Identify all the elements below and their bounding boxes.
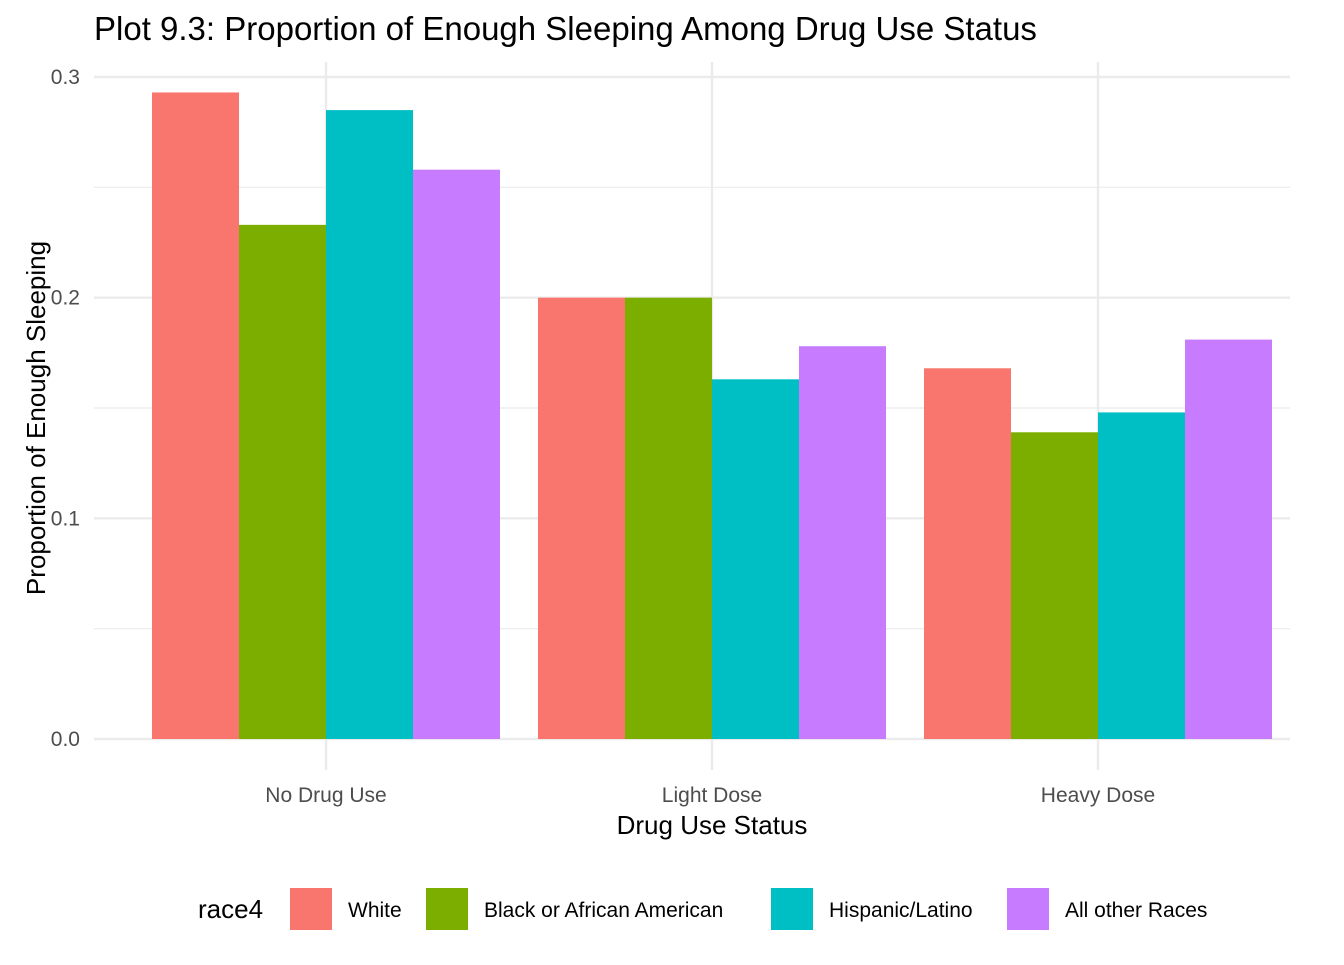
bar [799,346,886,739]
y-tick-label: 0.0 [51,728,80,751]
legend-label: White [348,899,402,922]
legend: race4 White Black or African American Hisp… [198,888,1207,930]
bar [1011,432,1098,739]
bar [625,297,712,739]
x-axis-title: Drug Use Status [617,810,808,840]
legend-label: Black or African American [484,899,723,922]
legend-label: All other Races [1065,899,1207,922]
bar [239,224,326,739]
x-tick-labels: No Drug Use Light Dose Heavy Dose [265,784,1155,807]
y-tick-label: 0.3 [51,66,80,89]
bar [326,110,413,740]
legend-title: race4 [198,894,263,924]
chart-title: Plot 9.3: Proportion of Enough Sleeping … [94,10,1037,47]
bar [538,297,625,739]
bar [152,92,239,740]
bar [712,379,799,739]
legend-key [290,888,332,930]
y-tick-labels: 0.0 0.1 0.2 0.3 [51,66,80,751]
bar [413,169,500,739]
legend-key [771,888,813,930]
x-tick-label: No Drug Use [265,784,386,807]
bar [1185,339,1272,739]
bars-layer [152,92,1272,740]
bar [1098,412,1185,739]
x-tick-label: Light Dose [662,784,762,807]
x-tick-label: Heavy Dose [1041,784,1155,807]
y-axis-title: Proportion of Enough Sleeping [21,241,51,595]
legend-label: Hispanic/Latino [829,899,973,922]
legend-key [426,888,468,930]
legend-key [1007,888,1049,930]
bar [924,368,1011,739]
y-tick-label: 0.2 [51,287,80,310]
y-tick-label: 0.1 [51,507,80,530]
